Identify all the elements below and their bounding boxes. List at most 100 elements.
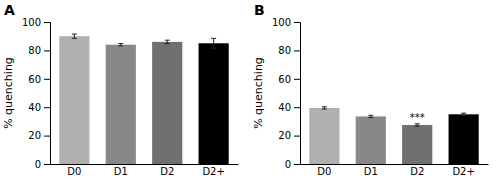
marks: [309, 107, 478, 164]
error-bar: [165, 40, 170, 43]
tick-label: D2: [160, 166, 174, 177]
axis-line: [44, 23, 51, 165]
error-cap: [322, 106, 327, 107]
error-cap: [72, 38, 77, 39]
tick-mark: [294, 79, 300, 80]
panel: 0 20 40 60 80 100 D0 D1 D2 D2+ % quenching A: [2, 2, 239, 177]
bar: [106, 45, 136, 164]
tick-mark: [294, 22, 300, 23]
tick: D0: [67, 164, 81, 177]
error-cap: [211, 48, 216, 49]
tick-mark: [44, 50, 50, 51]
tick-label: D2: [410, 166, 424, 177]
bar: [356, 116, 386, 164]
tick-label: 0: [35, 159, 41, 170]
tick-mark: [294, 107, 300, 108]
tick-mark: [294, 50, 300, 51]
error-cap: [368, 117, 373, 118]
error-bar: [72, 34, 77, 38]
tick: D2+: [452, 164, 474, 177]
tick-label: D0: [317, 166, 331, 177]
axis-title: % quenching: [252, 57, 265, 129]
plot: 0 20 40 60 80 100 D0 D1 D2 D2+: [22, 17, 239, 177]
tick-mark: [294, 164, 300, 165]
y-axis: 0 20 40 60 80 100: [22, 17, 51, 170]
bar: [449, 114, 479, 164]
error-bar: [118, 44, 123, 46]
figure: 0 20 40 60 80 100 D0 D1 D2 D2+ % quenching A 0 20 40 60…: [0, 0, 500, 182]
tick-mark: [44, 107, 50, 108]
bar: [309, 108, 339, 164]
tick: D0: [317, 164, 331, 177]
tick-label: 20: [278, 130, 291, 141]
y-axis: 0 20 40 60 80 100: [272, 17, 301, 170]
tick-mark: [44, 164, 50, 165]
axis-line: [294, 23, 301, 165]
x-axis: D0 D1 D2 D2+: [51, 164, 239, 177]
tick-label: 100: [272, 17, 291, 28]
error-bar: [415, 124, 420, 126]
tick-label: 40: [278, 102, 291, 113]
tick: D1: [114, 164, 128, 177]
bar: [152, 42, 182, 164]
error-cap: [118, 43, 123, 44]
axis-line: [301, 164, 489, 165]
tick-label: 60: [28, 74, 41, 85]
axis-line: [51, 164, 239, 165]
error-line: [74, 34, 75, 38]
tick-label: 60: [278, 74, 291, 85]
tick: 40: [28, 102, 50, 113]
tick-mark: [294, 136, 300, 137]
tick-label: D0: [67, 166, 81, 177]
tick-label: 80: [28, 45, 41, 56]
tick: 0: [285, 159, 300, 170]
tick-label: 40: [28, 102, 41, 113]
plot: 0 20 40 60 80 100 D0 D1 D2 D2+ ***: [272, 17, 489, 177]
error-cap: [118, 45, 123, 46]
error-cap: [72, 34, 77, 35]
error-bar: [211, 38, 216, 48]
tick: 80: [278, 45, 300, 56]
tick: D2: [410, 164, 424, 177]
tick-label: 80: [278, 45, 291, 56]
tick: D1: [364, 164, 378, 177]
tick: D2: [160, 164, 174, 177]
tick-label: 0: [285, 159, 291, 170]
error-line: [167, 40, 168, 43]
tick: 40: [278, 102, 300, 113]
bar: [199, 43, 229, 164]
bar: [402, 125, 432, 164]
error-bar: [322, 107, 327, 109]
error-cap: [415, 123, 420, 124]
marks: [59, 34, 228, 164]
tick-label: D2+: [202, 166, 224, 177]
x-axis: D0 D1 D2 D2+: [301, 164, 489, 177]
error-cap: [461, 113, 466, 114]
panel-label: B: [254, 2, 265, 18]
tick: 60: [28, 74, 50, 85]
error-cap: [415, 126, 420, 127]
axis-title: % quenching: [2, 57, 15, 129]
panel: 0 20 40 60 80 100 D0 D1 D2 D2+ *** % quenching B: [252, 2, 489, 177]
tick: 0: [35, 159, 50, 170]
tick-mark: [44, 136, 50, 137]
error-bar: [461, 113, 466, 115]
tick: D2+: [202, 164, 224, 177]
error-cap: [211, 38, 216, 39]
tick-label: D1: [364, 166, 378, 177]
error-cap: [165, 40, 170, 41]
tick-label: 100: [22, 17, 41, 28]
error-cap: [368, 115, 373, 116]
tick: 100: [272, 17, 300, 28]
tick-label: D2+: [452, 166, 474, 177]
error-cap: [461, 115, 466, 116]
panel-label: A: [4, 2, 15, 18]
error-bar: [368, 115, 373, 117]
tick: 80: [28, 45, 50, 56]
tick: 100: [22, 17, 50, 28]
tick-label: 20: [28, 130, 41, 141]
tick: 20: [28, 130, 50, 141]
tick-label: D1: [114, 166, 128, 177]
annotation: ***: [410, 112, 425, 123]
tick-mark: [44, 22, 50, 23]
